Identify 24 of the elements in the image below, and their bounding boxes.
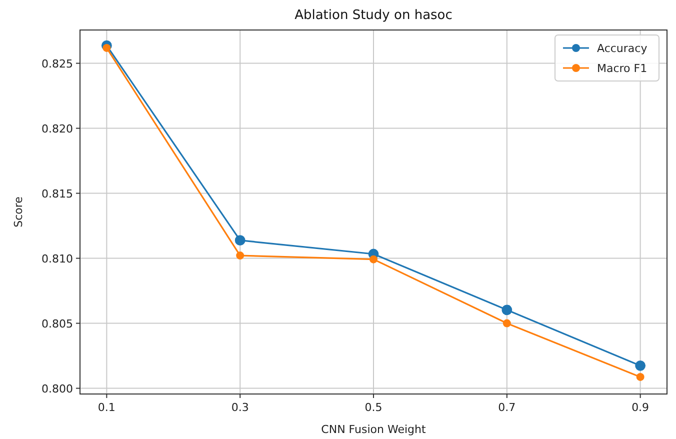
y-tick-label: 0.800: [42, 382, 73, 396]
chart-title: Ablation Study on hasoc: [294, 8, 452, 23]
legend-label: Accuracy: [597, 42, 648, 55]
x-tick-label: 0.9: [632, 401, 650, 414]
point: [502, 304, 512, 316]
x-axis-title: CNN Fusion Weight: [321, 423, 427, 436]
y-tick-label: 0.820: [42, 122, 73, 136]
y-axis-title: Score: [12, 196, 25, 228]
legend-label: Macro F1: [597, 62, 648, 75]
point: [636, 372, 644, 381]
x-tick-label: 0.7: [498, 401, 516, 414]
point: [102, 44, 111, 52]
x-tick-label: 0.1: [98, 401, 116, 414]
y-tick-label: 0.815: [42, 187, 73, 200]
point: [234, 235, 246, 246]
y-tick-label: 0.810: [42, 252, 73, 266]
y-tick-label: 0.805: [42, 317, 73, 330]
x-tick-label: 0.3: [231, 401, 249, 414]
point: [370, 255, 378, 264]
y-tick-label: 0.825: [42, 57, 73, 70]
point: [502, 319, 511, 328]
x-tick-label: 0.5: [364, 401, 382, 414]
point: [635, 360, 646, 371]
point: [236, 252, 244, 260]
